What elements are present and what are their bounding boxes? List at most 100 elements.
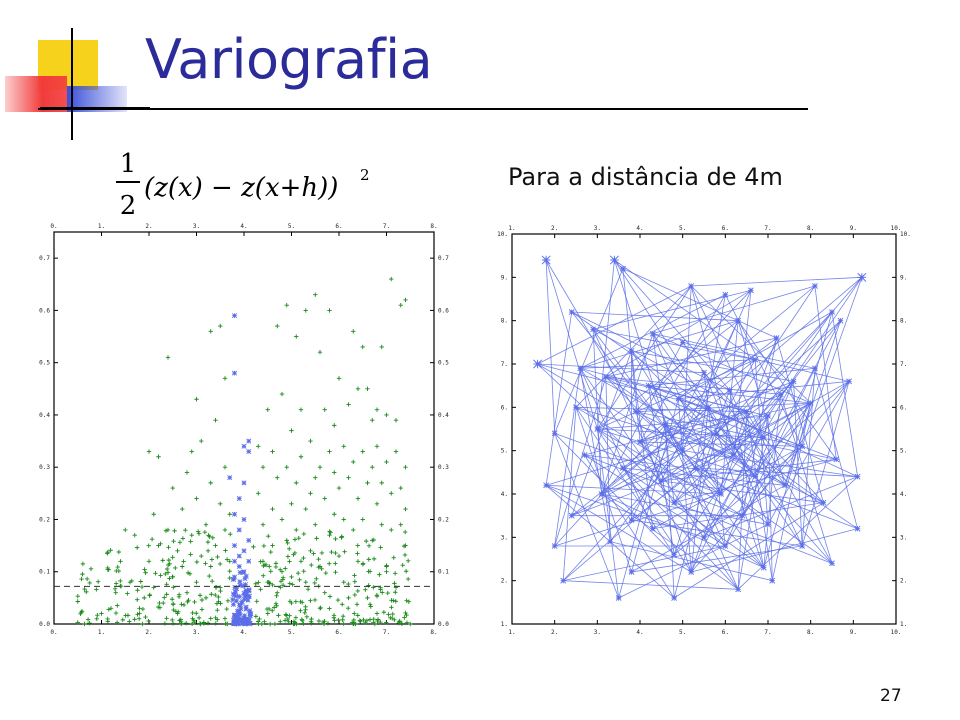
sample-point: [739, 512, 746, 519]
x-tick-label: 8.: [807, 629, 814, 636]
green-pair-point: [254, 599, 259, 604]
green-pair-point: [215, 617, 220, 622]
green-pair-point: [108, 548, 113, 553]
green-pair-point: [227, 568, 232, 574]
green-pair-point: [309, 562, 314, 568]
green-pair-point: [183, 527, 188, 533]
green-pair-point: [327, 561, 332, 566]
x-tick-label: 1.: [98, 223, 105, 230]
sample-point: [854, 525, 861, 532]
pair-link: [546, 432, 717, 486]
green-pair-point: [194, 397, 199, 402]
green-pair-point: [273, 601, 279, 606]
green-pair-point: [261, 543, 267, 549]
blue-pair-point: [241, 596, 248, 602]
x-tick-label: 2.: [551, 225, 558, 232]
green-pair-point: [80, 561, 86, 567]
pair-link: [737, 476, 858, 590]
green-pair-point: [227, 512, 232, 517]
x-tick-label: 0.: [50, 629, 57, 636]
pair-link: [545, 311, 573, 486]
green-pair-point: [210, 535, 215, 540]
green-pair-point: [180, 536, 186, 541]
slide-title: Variografia: [145, 28, 433, 91]
pair-link: [673, 415, 769, 555]
pair-link: [678, 380, 850, 400]
x-tick-label: 10.: [891, 629, 902, 636]
green-pair-point: [402, 552, 408, 558]
green-pair-point: [389, 527, 394, 533]
green-pair-point: [287, 546, 292, 552]
green-pair-point: [176, 592, 182, 597]
y-tick-label: 0.0: [39, 621, 50, 628]
green-pair-point: [197, 593, 203, 598]
green-pair-point: [194, 559, 200, 565]
pair-link: [579, 368, 611, 542]
green-pair-point: [393, 449, 399, 454]
green-pair-point: [164, 566, 170, 572]
green-pair-point: [198, 621, 203, 627]
blue-pair-point: [235, 609, 241, 615]
green-pair-point: [291, 621, 296, 627]
green-pair-point: [167, 576, 172, 581]
title-underline: [38, 108, 808, 110]
x-tick-label: 8.: [430, 629, 437, 636]
blue-pair-point: [237, 582, 243, 588]
green-pair-point: [336, 376, 342, 381]
pair-link: [610, 541, 773, 582]
y-tick-label: 1.: [900, 621, 907, 628]
green-pair-point: [142, 595, 147, 601]
green-pair-point: [290, 582, 295, 587]
green-pair-point: [227, 559, 232, 564]
green-pair-point: [197, 621, 203, 626]
blue-pair-point: [247, 621, 253, 627]
green-pair-point: [188, 539, 193, 544]
green-pair-point: [156, 454, 161, 459]
green-pair-point: [294, 334, 299, 339]
pair-links: [537, 259, 863, 599]
y-tick-label: 0.5: [39, 360, 50, 367]
green-pair-point: [374, 444, 380, 449]
green-pair-point: [352, 592, 358, 598]
slide-decoration: [5, 28, 150, 140]
green-pair-point: [282, 618, 288, 623]
green-pair-point: [346, 475, 351, 480]
sample-point: [671, 499, 678, 506]
blue-pair-point: [241, 443, 247, 449]
green-pair-point: [75, 620, 80, 625]
sample-point: [607, 538, 614, 545]
sample-point: [628, 569, 635, 575]
blue-pair-point: [244, 593, 250, 599]
page-number: 27: [880, 686, 902, 706]
blue-pair-point: [242, 582, 249, 588]
green-pair-point: [137, 606, 142, 611]
pair-link: [554, 433, 675, 555]
green-pair-point: [384, 412, 389, 418]
green-pair-point: [194, 611, 199, 616]
sample-point: [594, 426, 601, 432]
green-pair-point: [82, 621, 87, 627]
x-tick-label: 5.: [288, 223, 295, 230]
green-pair-point: [298, 608, 303, 613]
blue-pair-point: [232, 621, 238, 627]
blue-pair-point: [246, 449, 252, 455]
y-tick-label: 8.: [900, 318, 907, 325]
sample-point: [551, 543, 558, 549]
blue-pair-point: [242, 621, 248, 627]
highlighted-sample-point: [533, 359, 543, 369]
green-pair-point: [357, 618, 362, 623]
green-pair-point: [389, 491, 394, 496]
pair-link: [703, 476, 858, 538]
green-pair-point: [341, 444, 346, 449]
blue-pair-point: [232, 589, 238, 595]
green-pair-point: [346, 595, 351, 601]
green-pair-point: [340, 617, 345, 623]
sample-point: [543, 482, 550, 489]
sample-point: [602, 374, 609, 380]
highlighted-sample-point: [541, 255, 551, 265]
sample-point: [829, 560, 835, 567]
pair-link: [742, 368, 816, 516]
green-pair-point: [222, 376, 228, 381]
green-pair-point: [196, 615, 202, 621]
green-pair-point: [405, 558, 411, 564]
